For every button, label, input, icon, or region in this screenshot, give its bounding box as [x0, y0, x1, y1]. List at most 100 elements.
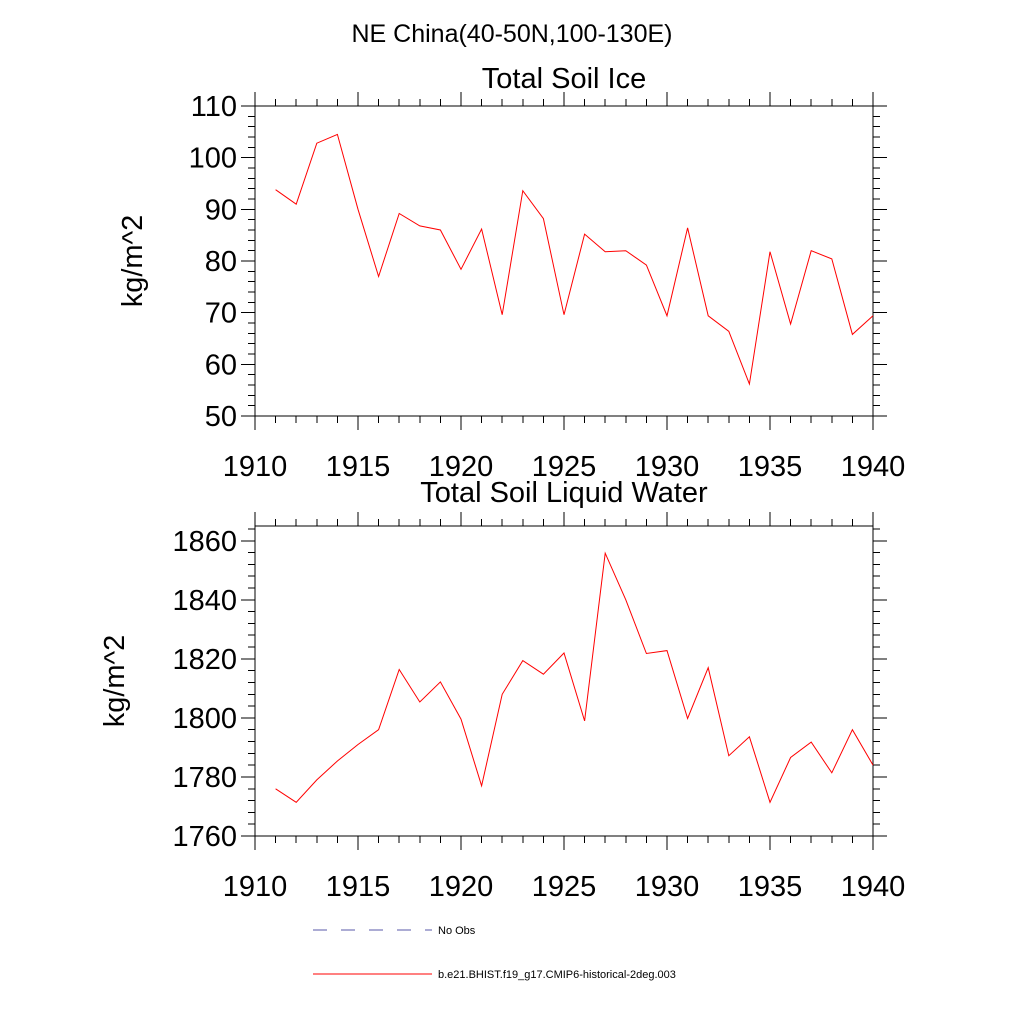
data-point: [481, 785, 482, 786]
data-point: [852, 729, 853, 730]
y-tick-label: 1780: [172, 762, 237, 794]
y-tick-label: 50: [205, 401, 237, 433]
data-point: [584, 234, 585, 235]
x-tick-label: 1925: [532, 451, 597, 483]
data-point: [460, 718, 461, 719]
series-line: [275, 551, 874, 804]
data-point: [440, 681, 441, 682]
x-tick-label: 1910: [223, 451, 288, 483]
data-point: [399, 669, 400, 670]
data-point: [687, 718, 688, 719]
x-tick-label: 1930: [635, 871, 700, 903]
y-tick-label: 100: [189, 143, 237, 175]
y-tick-label: 1820: [172, 644, 237, 676]
data-point: [831, 772, 832, 773]
data-point: [419, 701, 420, 702]
plot-frame: [254, 105, 874, 417]
x-tick-label: 1940: [841, 451, 906, 483]
data-point: [790, 323, 791, 324]
data-point: [419, 225, 420, 226]
chart-title: Total Soil Ice: [482, 63, 646, 95]
data-point: [852, 334, 853, 335]
y-tick-label: 1860: [172, 526, 237, 558]
data-point: [749, 736, 750, 737]
legend-label-no-obs: No Obs: [438, 925, 476, 937]
data-point: [646, 265, 647, 266]
figure-title: NE China(40-50N,100-130E): [351, 20, 672, 48]
y-tick-label: 110: [191, 91, 237, 123]
y-axis-label: kg/m^2: [99, 635, 131, 728]
data-point: [522, 660, 523, 661]
data-point: [502, 314, 503, 315]
chart-panel-total-soil-liquid-water: Total Soil Liquid Water kg/m^2 1910 1915 192…: [99, 477, 905, 903]
data-point: [275, 788, 276, 789]
data-point: [275, 189, 276, 190]
data-point: [357, 744, 358, 745]
data-point: [872, 315, 873, 316]
x-tick-label: 1940: [841, 871, 906, 903]
data-point: [687, 227, 688, 228]
data-point: [316, 779, 317, 780]
data-point: [563, 652, 564, 653]
chart-title: Total Soil Liquid Water: [420, 477, 708, 509]
y-tick-label: 1840: [172, 585, 237, 617]
data-point: [666, 315, 667, 316]
data-point: [357, 209, 358, 210]
data-point: [584, 720, 585, 721]
y-tick-label: 90: [205, 194, 237, 226]
y-tick-label: 60: [205, 349, 237, 381]
data-point: [749, 383, 750, 384]
data-point: [666, 650, 667, 651]
y-axis-label: kg/m^2: [117, 215, 149, 308]
data-point: [872, 765, 873, 766]
data-point: [481, 228, 482, 229]
data-point: [790, 757, 791, 758]
data-point: [831, 258, 832, 259]
data-point: [378, 276, 379, 277]
data-point: [728, 755, 729, 756]
legend: No Obs b.e21.BHIST.f19_g17.CMIP6-histori…: [313, 925, 676, 981]
x-tick-label: 1930: [635, 451, 700, 483]
x-tick-label: 1920: [429, 451, 494, 483]
data-point: [728, 331, 729, 332]
data-point: [399, 213, 400, 214]
data-point: [563, 314, 564, 315]
data-point: [625, 250, 626, 251]
data-point: [605, 251, 606, 252]
legend-label-model: b.e21.BHIST.f19_g17.CMIP6-historical-2de…: [438, 969, 676, 981]
chart-panel-total-soil-ice: Total Soil Ice kg/m^2 1910 1915 1920 1925 1930…: [117, 63, 905, 483]
data-point: [811, 250, 812, 251]
data-point: [522, 190, 523, 191]
x-tick-label: 1925: [532, 871, 597, 903]
x-tick-label: 1935: [738, 871, 803, 903]
data-point: [296, 802, 297, 803]
data-point: [378, 729, 379, 730]
x-tick-label: 1915: [326, 451, 391, 483]
y-tick-label: 80: [205, 246, 237, 278]
y-tick-label: 1800: [172, 703, 237, 735]
x-tick-label: 1935: [738, 451, 803, 483]
data-point: [337, 760, 338, 761]
data-point: [646, 653, 647, 654]
series-line: [275, 133, 874, 386]
data-point: [460, 269, 461, 270]
data-point: [316, 143, 317, 144]
data-point: [337, 134, 338, 135]
y-tick-label: 70: [205, 298, 237, 330]
data-point: [502, 694, 503, 695]
data-point: [543, 674, 544, 675]
data-point: [811, 742, 812, 743]
data-point: [625, 599, 626, 600]
y-tick-label: 1760: [172, 821, 237, 853]
data-point: [769, 251, 770, 252]
x-tick-label: 1910: [223, 871, 288, 903]
plot-frame: [254, 525, 874, 837]
x-tick-label: 1915: [326, 871, 391, 903]
x-tick-label: 1920: [429, 871, 494, 903]
data-point: [708, 667, 709, 668]
data-point: [440, 229, 441, 230]
data-point: [543, 218, 544, 219]
data-point: [296, 204, 297, 205]
data-point: [769, 802, 770, 803]
